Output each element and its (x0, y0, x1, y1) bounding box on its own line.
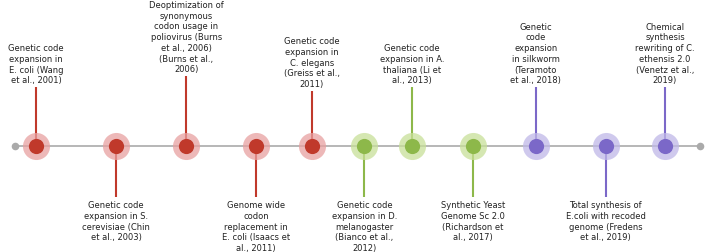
Point (111, 144, 122, 148)
Text: Genome wide
codon
replacement in
E. coli (Isaacs et
al., 2011): Genome wide codon replacement in E. coli… (222, 200, 290, 252)
Text: Genetic code
expansion in A.
thaliana (Li et
al., 2013): Genetic code expansion in A. thaliana (L… (380, 44, 445, 85)
Text: Deoptimization of
synonymous
codon usage in
poliovirus (Burns
et al., 2006)
(Bur: Deoptimization of synonymous codon usage… (149, 1, 223, 74)
Point (111, 144, 122, 148)
Point (181, 144, 192, 148)
Point (530, 144, 542, 148)
Point (9, 144, 21, 148)
Point (359, 144, 370, 148)
Text: Genetic code
expansion in
C. elegans
(Greiss et al.,
2011): Genetic code expansion in C. elegans (Gr… (284, 37, 340, 89)
Text: Genetic code
expansion in D.
melanogaster
(Bianco et al.,
2012): Genetic code expansion in D. melanogaste… (332, 200, 397, 252)
Text: Synthetic Yeast
Genome Sc 2.0
(Richardson et
al., 2017): Synthetic Yeast Genome Sc 2.0 (Richardso… (440, 200, 505, 241)
Text: Chemical
synthesis
rewriting of C.
ethensis 2.0
(Venetz et al.,
2019): Chemical synthesis rewriting of C. ethen… (635, 23, 695, 85)
Point (30, 144, 42, 148)
Point (359, 144, 370, 148)
Point (406, 144, 418, 148)
Point (467, 144, 479, 148)
Point (306, 144, 318, 148)
Point (250, 144, 262, 148)
Point (600, 144, 611, 148)
Point (306, 144, 318, 148)
Point (600, 144, 611, 148)
Point (406, 144, 418, 148)
Text: Genetic
code
expansion
in silkworm
(Teramoto
et al., 2018): Genetic code expansion in silkworm (Tera… (510, 23, 561, 85)
Text: Genetic code
expansion in S.
cerevisiae (Chin
et al., 2003): Genetic code expansion in S. cerevisiae … (82, 200, 150, 241)
Point (694, 144, 705, 148)
Point (530, 144, 542, 148)
Point (250, 144, 262, 148)
Point (659, 144, 671, 148)
Text: Total synthesis of
E.coli with recoded
genome (Fredens
et al., 2019): Total synthesis of E.coli with recoded g… (566, 200, 645, 241)
Point (467, 144, 479, 148)
Point (30, 144, 42, 148)
Text: Genetic code
expansion in
E. coli (Wang
et al., 2001): Genetic code expansion in E. coli (Wang … (8, 44, 64, 85)
Point (659, 144, 671, 148)
Point (181, 144, 192, 148)
